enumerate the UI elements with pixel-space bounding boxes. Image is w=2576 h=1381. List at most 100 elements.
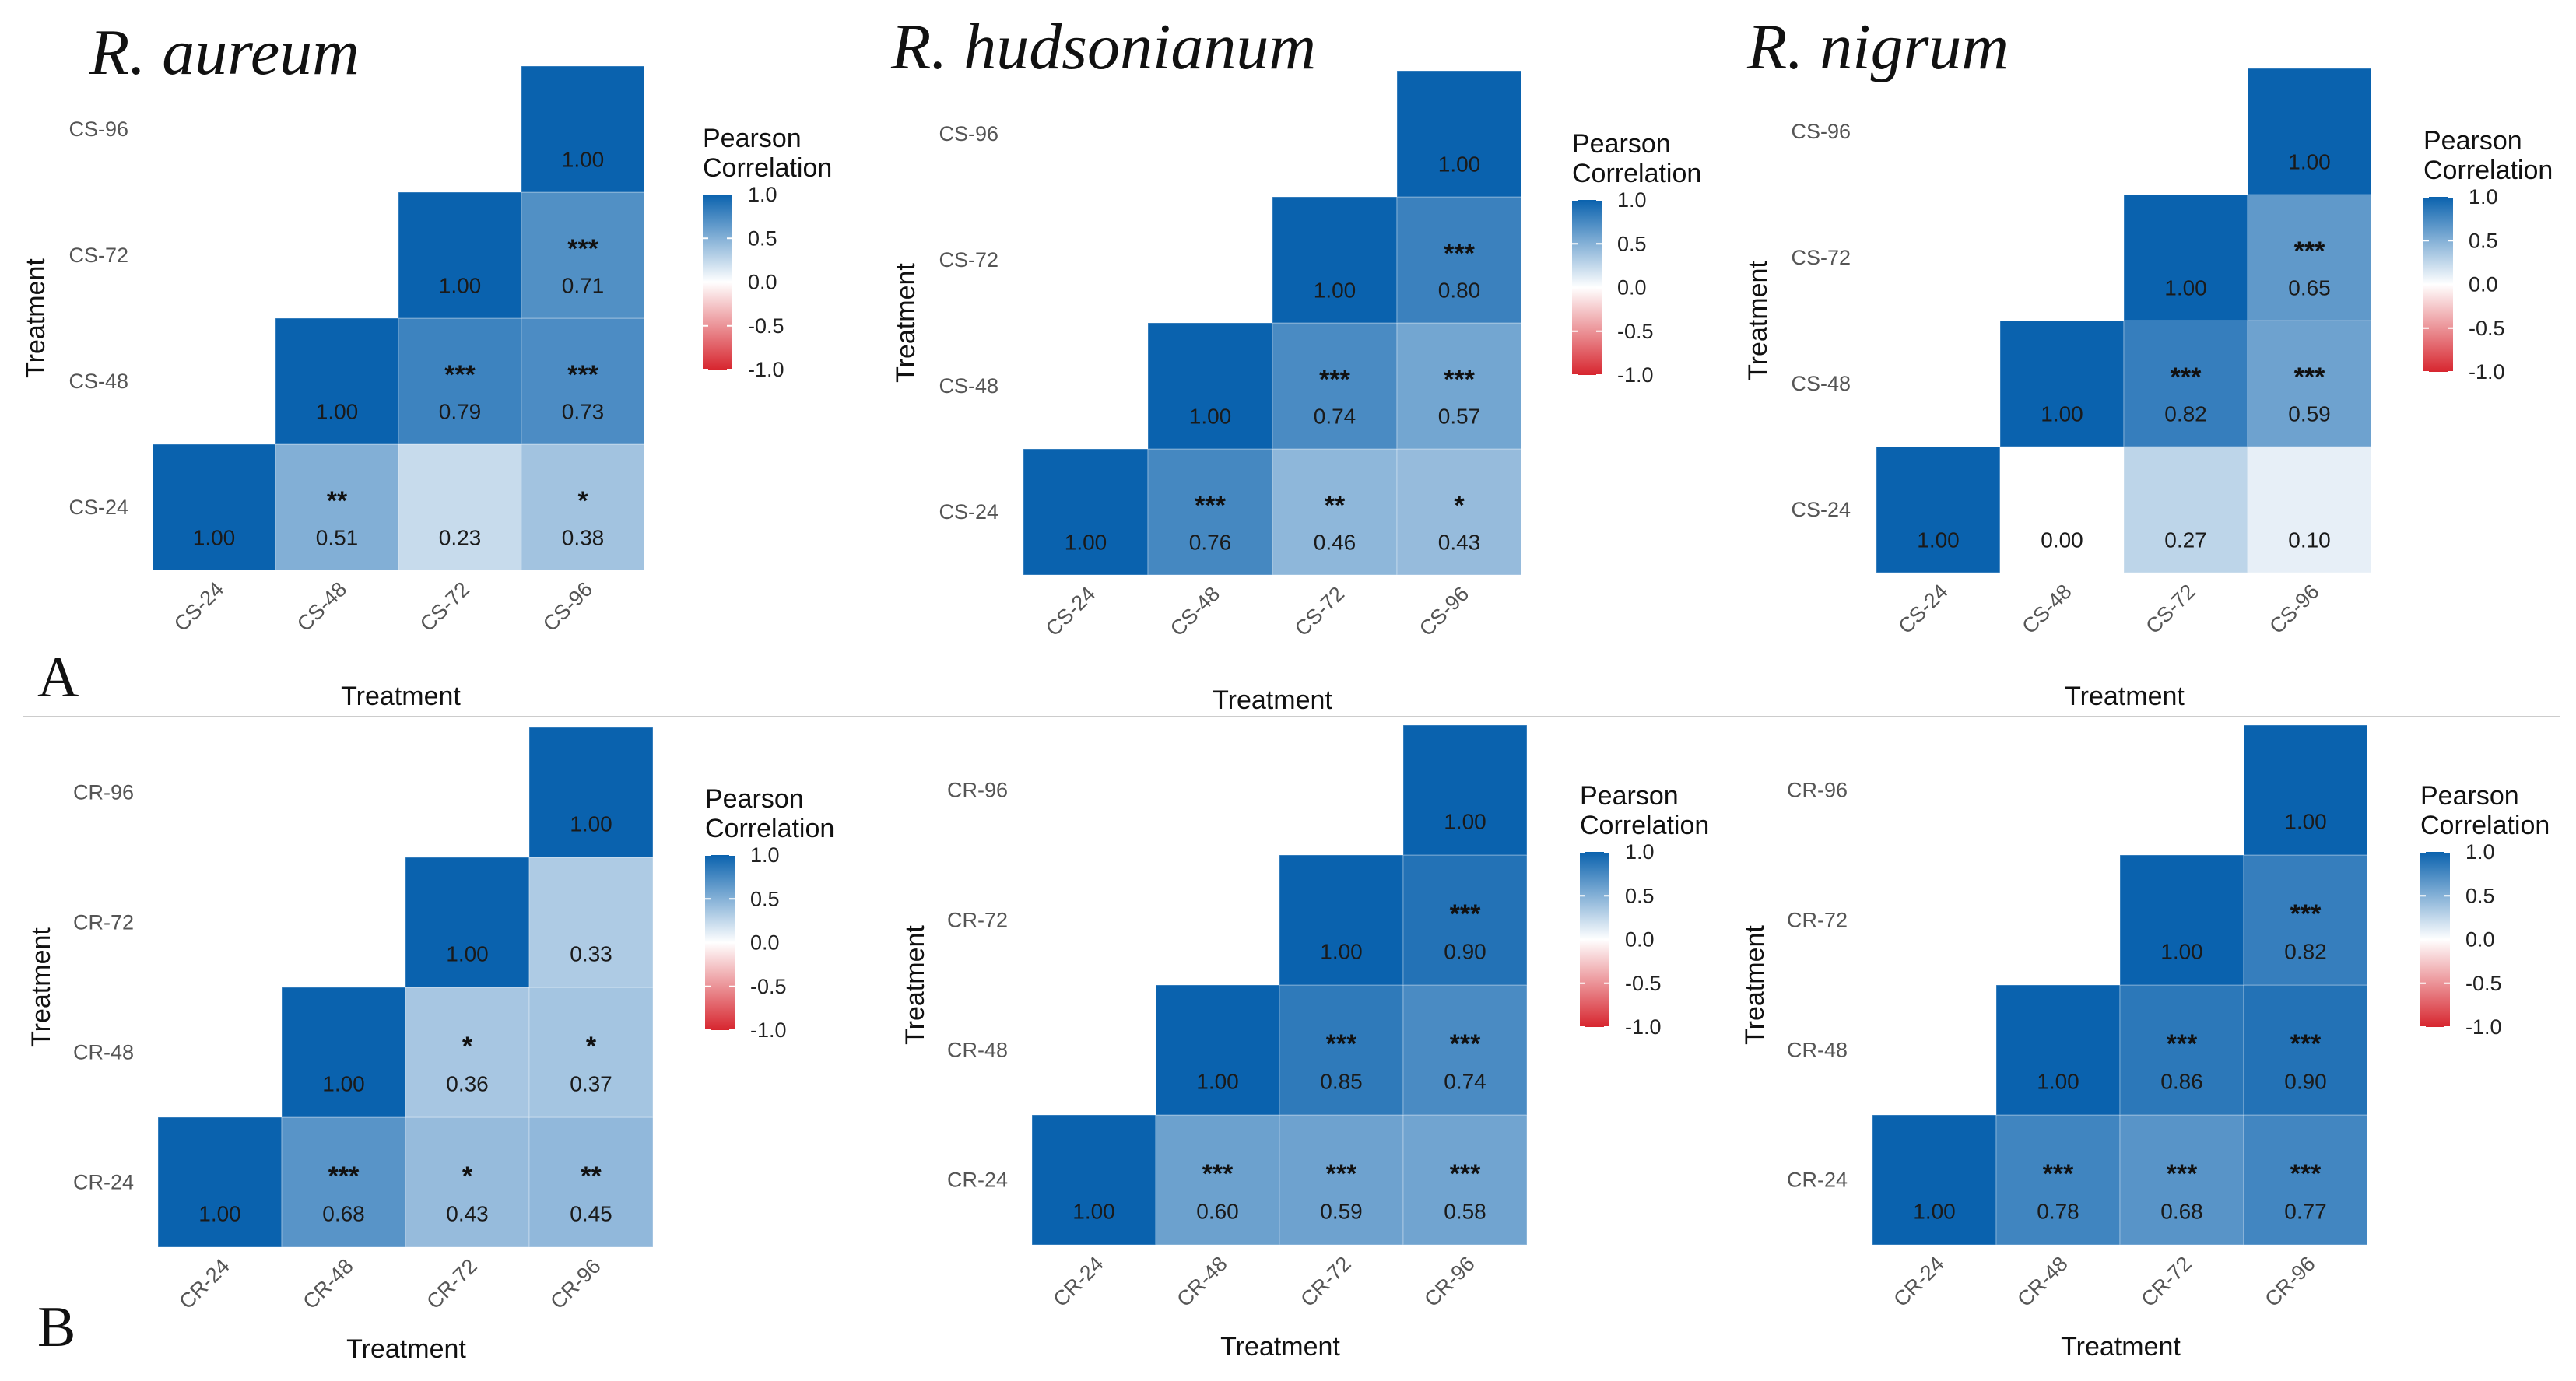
legend-title-line1: Pearson bbox=[1572, 129, 1671, 159]
cell-value-label: 1.00 bbox=[198, 1202, 241, 1226]
x-tick-label: CS-72 bbox=[1290, 582, 1349, 640]
cell-value-label: 0.36 bbox=[446, 1072, 489, 1096]
legend-tick-label: 1.0 bbox=[2465, 840, 2495, 864]
legend-title-line2: Correlation bbox=[705, 814, 834, 843]
legend-tick-label: 0.0 bbox=[2469, 273, 2498, 296]
heatmap-cell bbox=[521, 317, 645, 445]
legend-title-line1: Pearson bbox=[705, 784, 804, 814]
heatmap-cell bbox=[521, 191, 645, 319]
significance-label: * bbox=[1454, 491, 1465, 521]
heatmap-cell bbox=[1999, 446, 2125, 573]
significance-label: *** bbox=[2290, 1029, 2322, 1059]
legend-tick-label: -0.5 bbox=[1625, 972, 1662, 995]
cell-value-label: 0.79 bbox=[439, 400, 482, 424]
y-tick-label: CR-96 bbox=[947, 779, 1008, 802]
cell-value-label: 1.00 bbox=[446, 942, 489, 966]
legend-tick-label: -1.0 bbox=[748, 358, 784, 381]
heatmap-cell bbox=[152, 443, 276, 571]
y-tick-label: CS-72 bbox=[68, 244, 128, 267]
heatmap-cell bbox=[1155, 984, 1280, 1116]
heatmap-cell bbox=[398, 317, 522, 445]
significance-label: ** bbox=[1325, 491, 1346, 521]
heatmap-cell bbox=[1155, 1114, 1280, 1246]
heatmap-cell bbox=[405, 1116, 530, 1248]
cell-value-label: 0.37 bbox=[570, 1072, 612, 1096]
legend-tick-label: -1.0 bbox=[2465, 1015, 2502, 1039]
legend-tick-label: 1.0 bbox=[1625, 840, 1655, 864]
cell-value-label: 0.59 bbox=[1320, 1200, 1363, 1224]
cell-value-label: 0.90 bbox=[1444, 940, 1486, 964]
legend-tick-label: -0.5 bbox=[2469, 317, 2505, 340]
x-axis-title: Treatment bbox=[1213, 685, 1332, 715]
heatmap-cell bbox=[2247, 446, 2372, 573]
significance-label: * bbox=[586, 1032, 597, 1061]
cell-value-label: 1.00 bbox=[1065, 531, 1107, 555]
heatmap-cell bbox=[2243, 1114, 2368, 1246]
significance-label: ** bbox=[581, 1162, 602, 1191]
cell-value-label: 1.00 bbox=[1314, 279, 1356, 303]
cell-value-label: 0.78 bbox=[2037, 1200, 2079, 1224]
cell-value-label: 0.82 bbox=[2164, 402, 2207, 426]
heatmap-cell bbox=[275, 443, 399, 571]
cell-value-label: 1.00 bbox=[2288, 150, 2331, 174]
x-tick-label: CS-48 bbox=[1166, 582, 1224, 640]
legend-title-line1: Pearson bbox=[2423, 126, 2522, 156]
y-tick-label: CS-24 bbox=[1791, 498, 1851, 521]
y-axis-title: Treatment bbox=[26, 927, 56, 1047]
legend-title-line2: Correlation bbox=[703, 153, 832, 183]
x-axis-title: Treatment bbox=[2065, 682, 2185, 711]
legend-tick-label: 0.0 bbox=[2465, 928, 2495, 952]
legend-title-line2: Correlation bbox=[1572, 159, 1701, 188]
significance-label: *** bbox=[1319, 365, 1350, 394]
cell-value-label: 1.00 bbox=[1913, 1200, 1956, 1224]
heatmap-cell bbox=[2123, 320, 2248, 447]
y-tick-label: CS-24 bbox=[939, 500, 998, 524]
y-tick-label: CS-48 bbox=[68, 370, 128, 393]
x-tick-label: CR-24 bbox=[1048, 1252, 1107, 1311]
heatmap-cell bbox=[1396, 196, 1522, 324]
y-tick-label: CS-72 bbox=[1791, 246, 1851, 269]
legend-title-line1: Pearson bbox=[1580, 781, 1679, 811]
legend-tick-label: 1.0 bbox=[748, 183, 777, 206]
cell-value-label: 1.00 bbox=[1189, 405, 1232, 429]
legend-tick-label: -1.0 bbox=[2469, 360, 2505, 384]
heatmap-cell bbox=[275, 317, 399, 445]
x-tick-label: CR-24 bbox=[174, 1254, 233, 1313]
cell-value-label: 1.00 bbox=[1917, 528, 1960, 552]
legend-tick-label: -0.5 bbox=[748, 314, 784, 338]
y-axis-title: Treatment bbox=[1743, 261, 1773, 380]
heatmap-cell bbox=[2247, 194, 2372, 321]
legend-tick-label: 0.5 bbox=[750, 887, 780, 910]
cell-value-label: 0.59 bbox=[2288, 402, 2331, 426]
legend-tick-label: 0.5 bbox=[1617, 232, 1647, 255]
legend-tick-label: 0.5 bbox=[2469, 229, 2498, 252]
cell-value-label: 0.76 bbox=[1189, 531, 1232, 555]
legend-tick-label: -1.0 bbox=[750, 1018, 787, 1042]
cell-value-label: 1.00 bbox=[1072, 1200, 1115, 1224]
y-tick-label: CS-48 bbox=[939, 374, 998, 398]
cell-value-label: 0.77 bbox=[2284, 1200, 2327, 1224]
cell-value-label: 0.00 bbox=[2041, 528, 2083, 552]
y-tick-label: CR-48 bbox=[73, 1041, 134, 1064]
heatmap-cell bbox=[2247, 68, 2372, 195]
cell-value-label: 0.90 bbox=[2284, 1070, 2327, 1094]
cell-value-label: 0.68 bbox=[322, 1202, 365, 1226]
y-tick-label: CR-72 bbox=[73, 911, 134, 934]
heatmap-cell bbox=[1279, 984, 1404, 1116]
cell-value-label: 0.65 bbox=[2288, 276, 2331, 300]
species-title-aureum: R. aureum bbox=[89, 16, 360, 89]
cell-value-label: 1.00 bbox=[2160, 940, 2203, 964]
legend-title-line2: Correlation bbox=[2423, 156, 2553, 185]
cell-value-label: 0.60 bbox=[1196, 1200, 1239, 1224]
heatmap-cell bbox=[1402, 984, 1528, 1116]
heatmap-panel-2: 1.00 *** 0.76 ** 0.46 * 0.43 1.00 *** 0.74 *** 0.57… bbox=[891, 70, 1701, 715]
heatmap-cell bbox=[398, 191, 522, 319]
significance-label: *** bbox=[328, 1162, 360, 1191]
heatmap-cell bbox=[1402, 724, 1528, 856]
significance-label: *** bbox=[2294, 363, 2325, 392]
cell-value-label: 1.00 bbox=[562, 148, 605, 172]
heatmap-cell bbox=[1023, 448, 1149, 576]
heatmap-cell bbox=[157, 1116, 283, 1248]
